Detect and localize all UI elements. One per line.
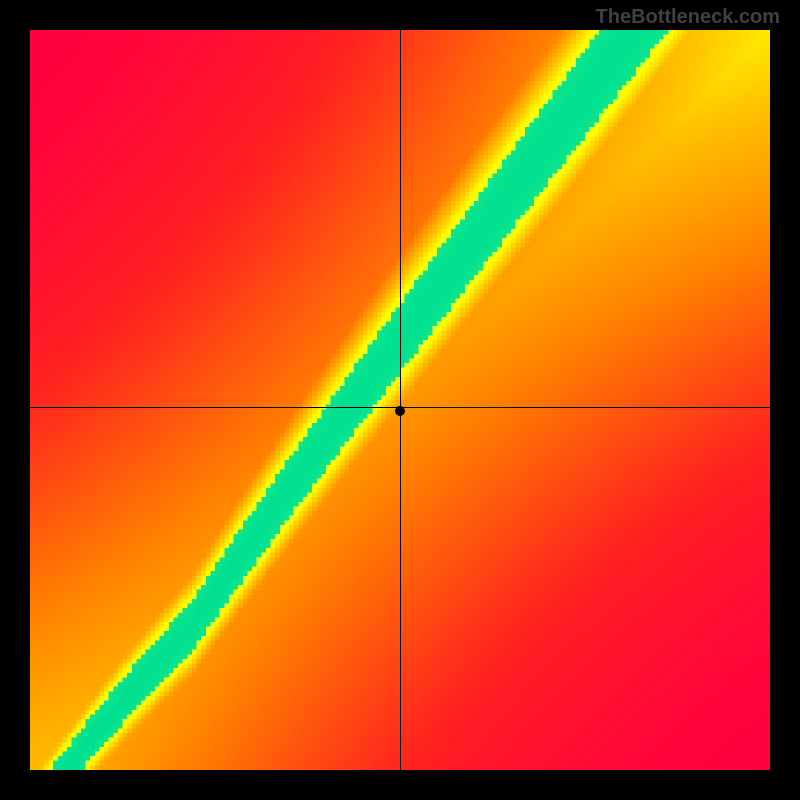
crosshair-vertical bbox=[400, 30, 401, 770]
watermark-text: TheBottleneck.com bbox=[596, 6, 780, 29]
selection-marker bbox=[395, 406, 405, 416]
